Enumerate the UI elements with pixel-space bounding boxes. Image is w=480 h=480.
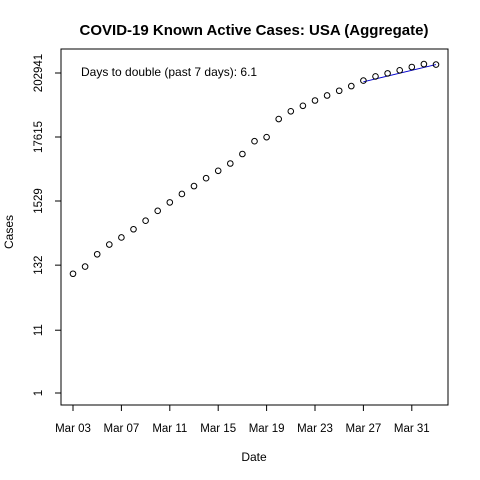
data-point	[81, 263, 89, 270]
data-point	[239, 150, 246, 158]
data-point	[396, 66, 404, 74]
data-point	[106, 241, 113, 248]
y-tick-label: 1	[33, 390, 45, 396]
x-tick-label: Mar 15	[200, 423, 236, 435]
data-point	[408, 63, 416, 71]
data-point	[275, 115, 283, 123]
data-point	[69, 270, 77, 278]
data-point	[432, 61, 440, 68]
data-point	[420, 60, 428, 68]
chart-title: COVID-19 Known Active Cases: USA (Aggreg…	[80, 22, 429, 39]
x-tick-label: Mar 27	[346, 423, 382, 435]
x-tick-label: Mar 03	[55, 423, 91, 435]
chart-annotation: Days to double (past 7 days): 6.1	[81, 65, 257, 79]
y-tick-label: 11	[33, 324, 45, 336]
data-point	[287, 108, 295, 115]
data-point	[93, 250, 101, 258]
data-point	[178, 190, 186, 198]
x-tick-label: Mar 07	[104, 423, 140, 435]
data-points	[69, 60, 440, 278]
data-point	[372, 73, 379, 80]
data-point	[190, 182, 198, 190]
x-axis: Mar 03 Mar 07 Mar 11 Mar 15 Mar 19 Mar 23 Mar …	[55, 404, 430, 435]
data-point	[227, 160, 234, 167]
data-point	[166, 199, 174, 206]
data-point	[214, 167, 222, 175]
data-point	[263, 133, 270, 141]
x-tick-label: Mar 19	[249, 423, 285, 435]
data-point	[323, 92, 331, 99]
data-point	[118, 234, 125, 241]
data-point	[154, 207, 161, 215]
data-point	[348, 82, 355, 90]
data-point	[311, 97, 319, 104]
y-tick-label: 1529	[33, 188, 45, 214]
y-tick-label: 132	[33, 256, 45, 275]
plot-frame	[60, 48, 449, 406]
x-tick-label: Mar 31	[394, 423, 430, 435]
y-tick-label: 202941	[33, 54, 45, 92]
x-tick-label: Mar 23	[297, 423, 333, 435]
y-axis-label: Cases	[2, 215, 16, 249]
data-point	[299, 102, 307, 110]
x-tick-label: Mar 11	[152, 423, 187, 435]
data-point	[251, 137, 258, 145]
data-point	[360, 77, 367, 84]
data-point	[335, 87, 343, 95]
data-point	[384, 70, 391, 77]
data-point	[130, 225, 137, 233]
y-tick-label: 17615	[33, 121, 45, 153]
data-point	[202, 174, 210, 182]
data-point	[142, 217, 149, 225]
x-axis-label: Date	[241, 450, 267, 464]
